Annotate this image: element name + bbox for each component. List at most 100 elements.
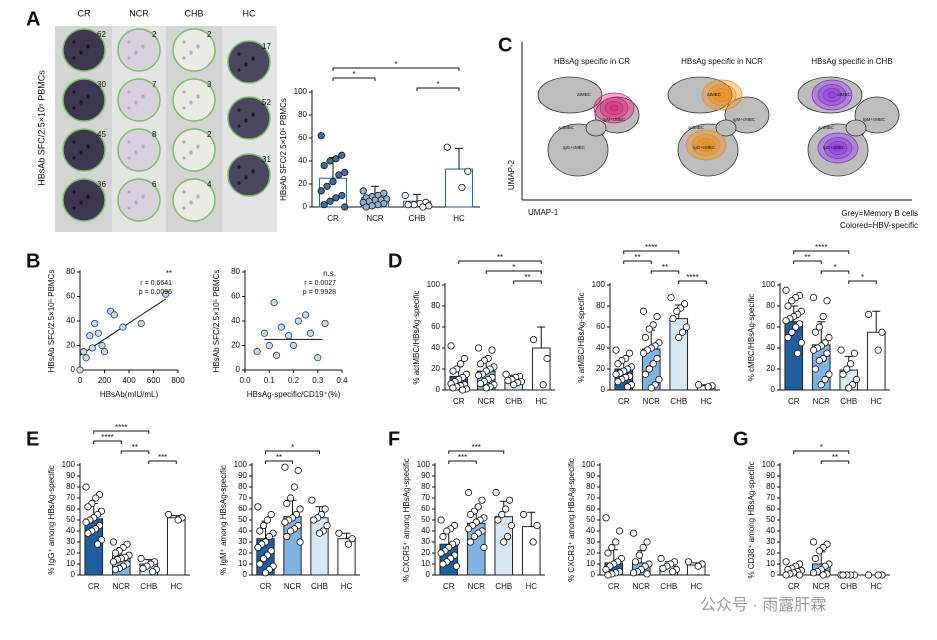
data-point bbox=[111, 549, 120, 557]
data-point bbox=[639, 349, 648, 357]
data-point bbox=[348, 535, 356, 543]
data-point bbox=[539, 381, 547, 389]
data-point bbox=[878, 328, 886, 336]
data-point bbox=[76, 366, 84, 374]
data-point bbox=[809, 346, 818, 354]
data-point bbox=[466, 510, 475, 519]
data-point bbox=[629, 529, 638, 537]
data-point bbox=[529, 538, 537, 546]
data-point bbox=[811, 365, 820, 373]
data-point bbox=[782, 558, 790, 566]
data-point bbox=[449, 384, 457, 392]
y-tick-label: 50 bbox=[238, 515, 247, 524]
y-axis-label: % CD38⁺ among HBsAg-specific bbox=[747, 461, 756, 578]
umap-title: HBsAg specific in CR bbox=[554, 57, 630, 66]
well-spot bbox=[72, 106, 76, 110]
y-tick-label: 90 bbox=[66, 471, 75, 480]
data-point bbox=[466, 538, 475, 546]
data-point bbox=[823, 349, 831, 357]
significance-label: * bbox=[861, 273, 864, 282]
umap-density bbox=[599, 97, 629, 119]
y-tick-label: 20 bbox=[431, 364, 440, 373]
x-tick-label: 0.4 bbox=[336, 376, 348, 385]
y-axis-label: % actMBC/HBsAg-specific bbox=[412, 290, 421, 384]
y-tick-label: 80 bbox=[421, 482, 430, 491]
elispot-count: 2 bbox=[207, 130, 212, 139]
data-point bbox=[256, 527, 264, 535]
well-spot bbox=[86, 44, 90, 48]
umap-density bbox=[833, 144, 843, 152]
data-point bbox=[437, 516, 445, 524]
umap-density bbox=[707, 84, 737, 106]
umap-cluster bbox=[807, 123, 869, 177]
elispot-count: 36 bbox=[97, 180, 106, 189]
error-bar bbox=[527, 511, 536, 527]
data-point bbox=[326, 157, 334, 165]
data-point bbox=[86, 332, 94, 340]
well-spot bbox=[86, 194, 90, 198]
panel-letter: A bbox=[26, 8, 40, 30]
y-axis-label: % CXCR3⁺ among HBsAg-specific bbox=[567, 458, 576, 582]
well-spot bbox=[134, 200, 138, 204]
y-tick-label: 40 bbox=[66, 316, 75, 325]
elispot-count: 4 bbox=[207, 180, 212, 189]
y-tick-label: 90 bbox=[586, 471, 595, 480]
elispot-column-label: CHB bbox=[184, 8, 203, 18]
data-point bbox=[817, 381, 825, 389]
well-spot bbox=[127, 206, 131, 210]
x-tick-label: CHB bbox=[311, 582, 328, 591]
y-tick-label: 10 bbox=[586, 559, 595, 568]
data-point bbox=[845, 384, 853, 392]
significance-label: * bbox=[436, 80, 439, 89]
data-point bbox=[850, 349, 859, 357]
bar bbox=[521, 526, 541, 576]
data-point bbox=[615, 527, 624, 535]
data-point bbox=[608, 543, 616, 552]
well-spot bbox=[182, 40, 186, 44]
well-spot bbox=[196, 44, 200, 48]
elispot-count: 2 bbox=[207, 30, 212, 39]
error-bar bbox=[455, 147, 463, 170]
data-point bbox=[641, 333, 650, 342]
x-tick-label: NCR bbox=[813, 582, 831, 591]
umap-cluster-label: IgM+cMBC bbox=[733, 117, 756, 122]
data-point bbox=[285, 332, 293, 340]
y-tick-label: 60 bbox=[238, 504, 247, 513]
data-point bbox=[281, 463, 289, 471]
y-tick-label: 100 bbox=[582, 460, 596, 469]
y-tick-label: 50 bbox=[66, 515, 75, 524]
x-tick-label: CR bbox=[327, 214, 339, 223]
significance-bracket bbox=[448, 450, 505, 454]
significance-label: ** bbox=[634, 253, 640, 262]
data-point bbox=[604, 571, 612, 579]
umap-cluster-label: IgG+cMBC bbox=[563, 145, 586, 150]
y-tick-label: 40 bbox=[238, 526, 247, 535]
x-tick-label: NCR bbox=[284, 582, 302, 591]
data-point bbox=[864, 571, 873, 579]
y-tick-label: 0 bbox=[71, 570, 76, 579]
x-tick-label: HC bbox=[700, 397, 712, 406]
well-spot bbox=[134, 150, 138, 154]
data-point bbox=[815, 323, 823, 331]
data-point bbox=[657, 554, 665, 563]
umap-cluster-label: actMBC bbox=[818, 125, 835, 130]
significance-bracket bbox=[416, 87, 460, 91]
elispot-column-label: HC bbox=[243, 8, 256, 18]
umap-density bbox=[717, 91, 727, 99]
data-point bbox=[874, 571, 882, 579]
data-point bbox=[649, 360, 657, 368]
x-tick-label: NCR bbox=[813, 397, 831, 406]
significance-bracket bbox=[448, 460, 477, 464]
x-axis-label: HBsAg-specific/CD19⁺(%) bbox=[247, 390, 341, 399]
data-point bbox=[326, 197, 334, 205]
elispot-count: 7 bbox=[152, 80, 157, 89]
umap-title: HBsAg specific in CHB bbox=[811, 57, 892, 66]
y-tick-label: 60 bbox=[66, 292, 75, 301]
data-point bbox=[788, 297, 796, 305]
y-tick-label: 80 bbox=[766, 301, 775, 310]
well-spot bbox=[127, 190, 131, 194]
data-point bbox=[317, 187, 325, 195]
data-point bbox=[543, 354, 551, 363]
umap-cluster bbox=[585, 119, 607, 137]
y-tick-label: 40 bbox=[766, 343, 775, 352]
